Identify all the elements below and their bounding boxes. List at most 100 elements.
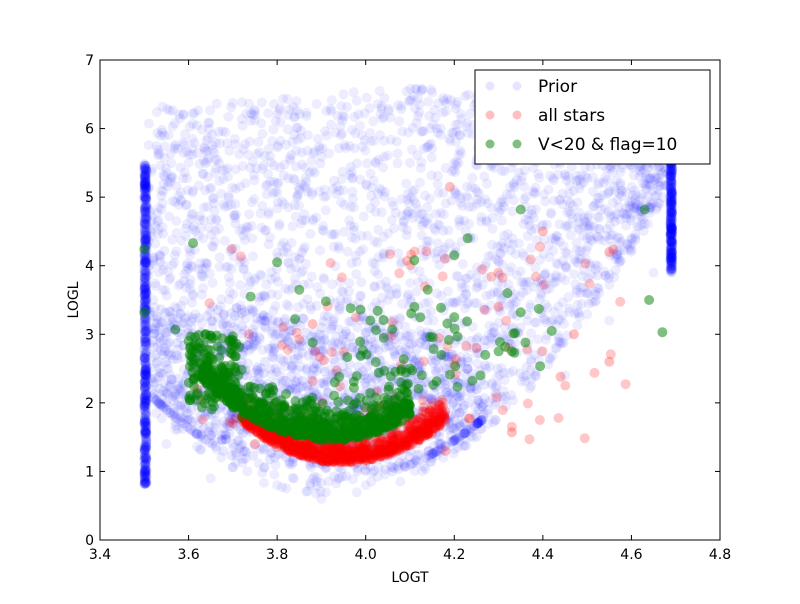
- prior-point: [153, 147, 164, 158]
- prior-point: [173, 373, 184, 384]
- prior-point: [624, 203, 635, 214]
- prior-point: [142, 288, 153, 299]
- prior-point: [196, 271, 207, 282]
- prior-point: [632, 201, 642, 212]
- prior-point: [155, 251, 166, 262]
- prior-point: [265, 232, 275, 243]
- prior-point: [608, 181, 619, 192]
- prior-point: [463, 297, 474, 308]
- prior-point: [463, 89, 474, 100]
- prior-point: [601, 163, 612, 174]
- prior-point: [585, 231, 596, 242]
- prior-point: [441, 414, 452, 425]
- prior-point: [155, 160, 166, 171]
- prior-point: [162, 400, 173, 411]
- prior-point: [158, 368, 169, 379]
- prior-point: [223, 272, 234, 283]
- prior-point: [328, 241, 339, 252]
- prior-point: [331, 478, 342, 489]
- prior-point: [420, 463, 431, 474]
- prior-point: [453, 271, 463, 282]
- prior-point: [290, 211, 301, 222]
- prior-point: [164, 211, 175, 222]
- prior-point: [643, 191, 654, 202]
- prior-point: [439, 376, 450, 387]
- prior-point: [438, 93, 449, 104]
- prior-point: [227, 182, 238, 193]
- prior-point: [427, 452, 438, 463]
- prior-point: [300, 162, 310, 173]
- prior-point: [179, 269, 190, 280]
- prior-point: [289, 111, 300, 122]
- prior-point: [181, 223, 191, 234]
- prior-point: [451, 271, 462, 281]
- prior-point: [349, 143, 360, 154]
- prior-point: [277, 196, 288, 207]
- prior-point: [505, 189, 516, 200]
- prior-point: [280, 283, 291, 294]
- prior-point: [508, 177, 519, 188]
- prior-point: [528, 162, 539, 173]
- prior-point: [175, 416, 186, 427]
- prior-point: [586, 296, 597, 307]
- prior-point: [317, 143, 328, 154]
- prior-point: [656, 168, 667, 179]
- prior-point: [266, 157, 276, 168]
- prior-point: [216, 452, 227, 463]
- prior-point: [204, 268, 215, 279]
- prior-point: [600, 270, 611, 281]
- prior-point: [368, 441, 379, 451]
- prior-point: [534, 172, 545, 183]
- prior-point: [417, 84, 427, 95]
- prior-point: [198, 202, 209, 213]
- prior-point: [453, 189, 463, 200]
- prior-point: [522, 209, 533, 220]
- prior-point: [157, 127, 168, 138]
- prior-point: [665, 209, 676, 219]
- prior-point: [531, 234, 542, 245]
- prior-point: [470, 401, 481, 412]
- prior-point: [402, 209, 412, 220]
- prior-point: [352, 466, 363, 477]
- prior-point: [391, 288, 402, 299]
- prior-point: [293, 302, 304, 313]
- prior-point: [180, 418, 190, 429]
- prior-point: [214, 252, 225, 263]
- prior-point: [336, 174, 347, 184]
- prior-point: [314, 186, 325, 197]
- prior-point: [160, 307, 171, 318]
- prior-point: [165, 311, 175, 322]
- prior-point: [583, 258, 594, 269]
- prior-point: [272, 178, 283, 189]
- prior-point: [471, 431, 482, 442]
- prior-point: [159, 141, 170, 152]
- prior-point: [405, 96, 415, 107]
- prior-point: [507, 233, 518, 244]
- prior-point: [167, 260, 178, 271]
- prior-point: [618, 208, 629, 219]
- prior-point: [492, 241, 503, 252]
- prior-point: [421, 142, 432, 153]
- prior-point: [521, 191, 531, 202]
- prior-point: [237, 161, 248, 172]
- prior-point: [220, 165, 231, 175]
- prior-point: [569, 269, 579, 280]
- prior-point: [215, 301, 226, 312]
- prior-point: [529, 317, 540, 328]
- prior-point: [564, 306, 575, 317]
- prior-point: [247, 197, 257, 208]
- prior-point: [334, 301, 345, 312]
- prior-point: [481, 258, 492, 269]
- prior-point: [143, 182, 154, 193]
- prior-point: [314, 144, 325, 155]
- prior-point: [213, 126, 224, 137]
- prior-point: [540, 279, 551, 290]
- prior-point: [229, 210, 239, 221]
- prior-point: [379, 249, 390, 260]
- prior-point: [198, 168, 209, 179]
- prior-point: [335, 303, 346, 314]
- prior-point: [176, 317, 187, 328]
- prior-point: [372, 471, 383, 482]
- prior-point: [413, 93, 423, 104]
- prior-point: [511, 175, 522, 185]
